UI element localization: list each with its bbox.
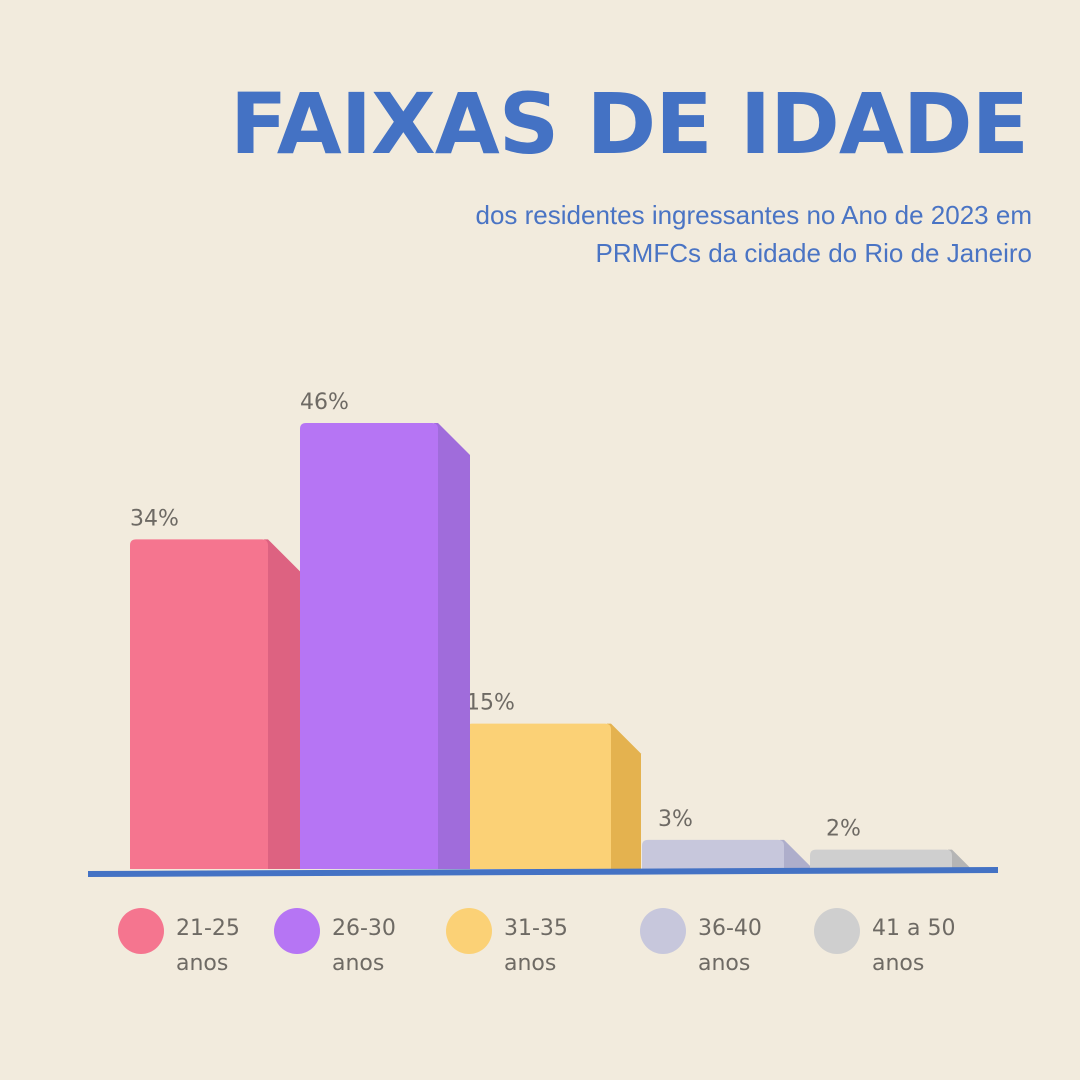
bar-41-50 xyxy=(810,849,974,872)
bar-front-face xyxy=(810,849,952,869)
legend-label-line2: anos xyxy=(176,951,229,976)
legend-swatch xyxy=(446,908,492,954)
bar-side-face xyxy=(607,723,641,869)
bar-value-label: 46% xyxy=(300,390,349,415)
legend-swatch xyxy=(814,908,860,954)
legend-label-line1: 36-40 xyxy=(698,916,762,941)
legend-label-line2: anos xyxy=(504,951,557,976)
legend-label-line1: 31-35 xyxy=(504,916,568,941)
legend-label-line1: 26-30 xyxy=(332,916,396,941)
legend-label-line1: 21-25 xyxy=(176,916,240,941)
subtitle-line-1: dos residentes ingressantes no Ano de 20… xyxy=(475,200,1033,230)
bar-side-face xyxy=(264,539,300,869)
legend-label: 41 a 50 anos xyxy=(872,911,955,981)
legend-swatch xyxy=(640,908,686,954)
bar-front-face xyxy=(466,723,611,869)
bar-31-35 xyxy=(466,723,641,869)
legend-label-line1: 41 a 50 xyxy=(872,916,956,941)
chart-subtitle: dos residentes ingressantes no Ano de 20… xyxy=(312,196,1033,272)
legend-swatch xyxy=(274,908,320,954)
legend-label-line2: anos xyxy=(698,951,751,976)
legend-label-line2: anos xyxy=(332,951,385,976)
bar-front-face xyxy=(642,839,784,869)
bar-21-25 xyxy=(130,539,300,869)
legend-swatch xyxy=(118,908,164,954)
bar-26-30 xyxy=(300,423,470,869)
legend-label: 36-40 anos xyxy=(698,911,762,981)
bar-36-40 xyxy=(642,839,810,869)
legend-label: 31-35 anos xyxy=(504,911,568,981)
chart-title: FAIXAS DE IDADE xyxy=(230,75,1029,173)
legend-item-36-40: 36-40 anos xyxy=(640,908,762,981)
bar-value-label: 2% xyxy=(826,817,861,842)
subtitle-line-2: PRMFCs da cidade do Rio de Janeiro xyxy=(595,238,1032,268)
bar-value-label: 34% xyxy=(130,506,179,531)
legend-label: 21-25 anos xyxy=(176,911,240,981)
legend-item-41-50: 41 a 50 anos xyxy=(814,908,955,981)
bar-side-face xyxy=(780,839,810,869)
bar-value-label: 15% xyxy=(466,691,515,716)
bar-value-label: 3% xyxy=(658,807,693,832)
legend-item-31-35: 31-35 anos xyxy=(446,908,568,981)
legend-item-26-30: 26-30 anos xyxy=(274,908,396,981)
x-axis-line xyxy=(87,867,999,877)
legend-item-21-25: 21-25 anos xyxy=(118,908,240,981)
legend-label-line2: anos xyxy=(872,951,925,976)
bar-side-face xyxy=(948,849,974,872)
bar-front-face xyxy=(300,423,438,869)
bar-front-face xyxy=(130,539,268,869)
bar-side-face xyxy=(434,423,470,869)
legend-label: 26-30 anos xyxy=(332,911,396,981)
